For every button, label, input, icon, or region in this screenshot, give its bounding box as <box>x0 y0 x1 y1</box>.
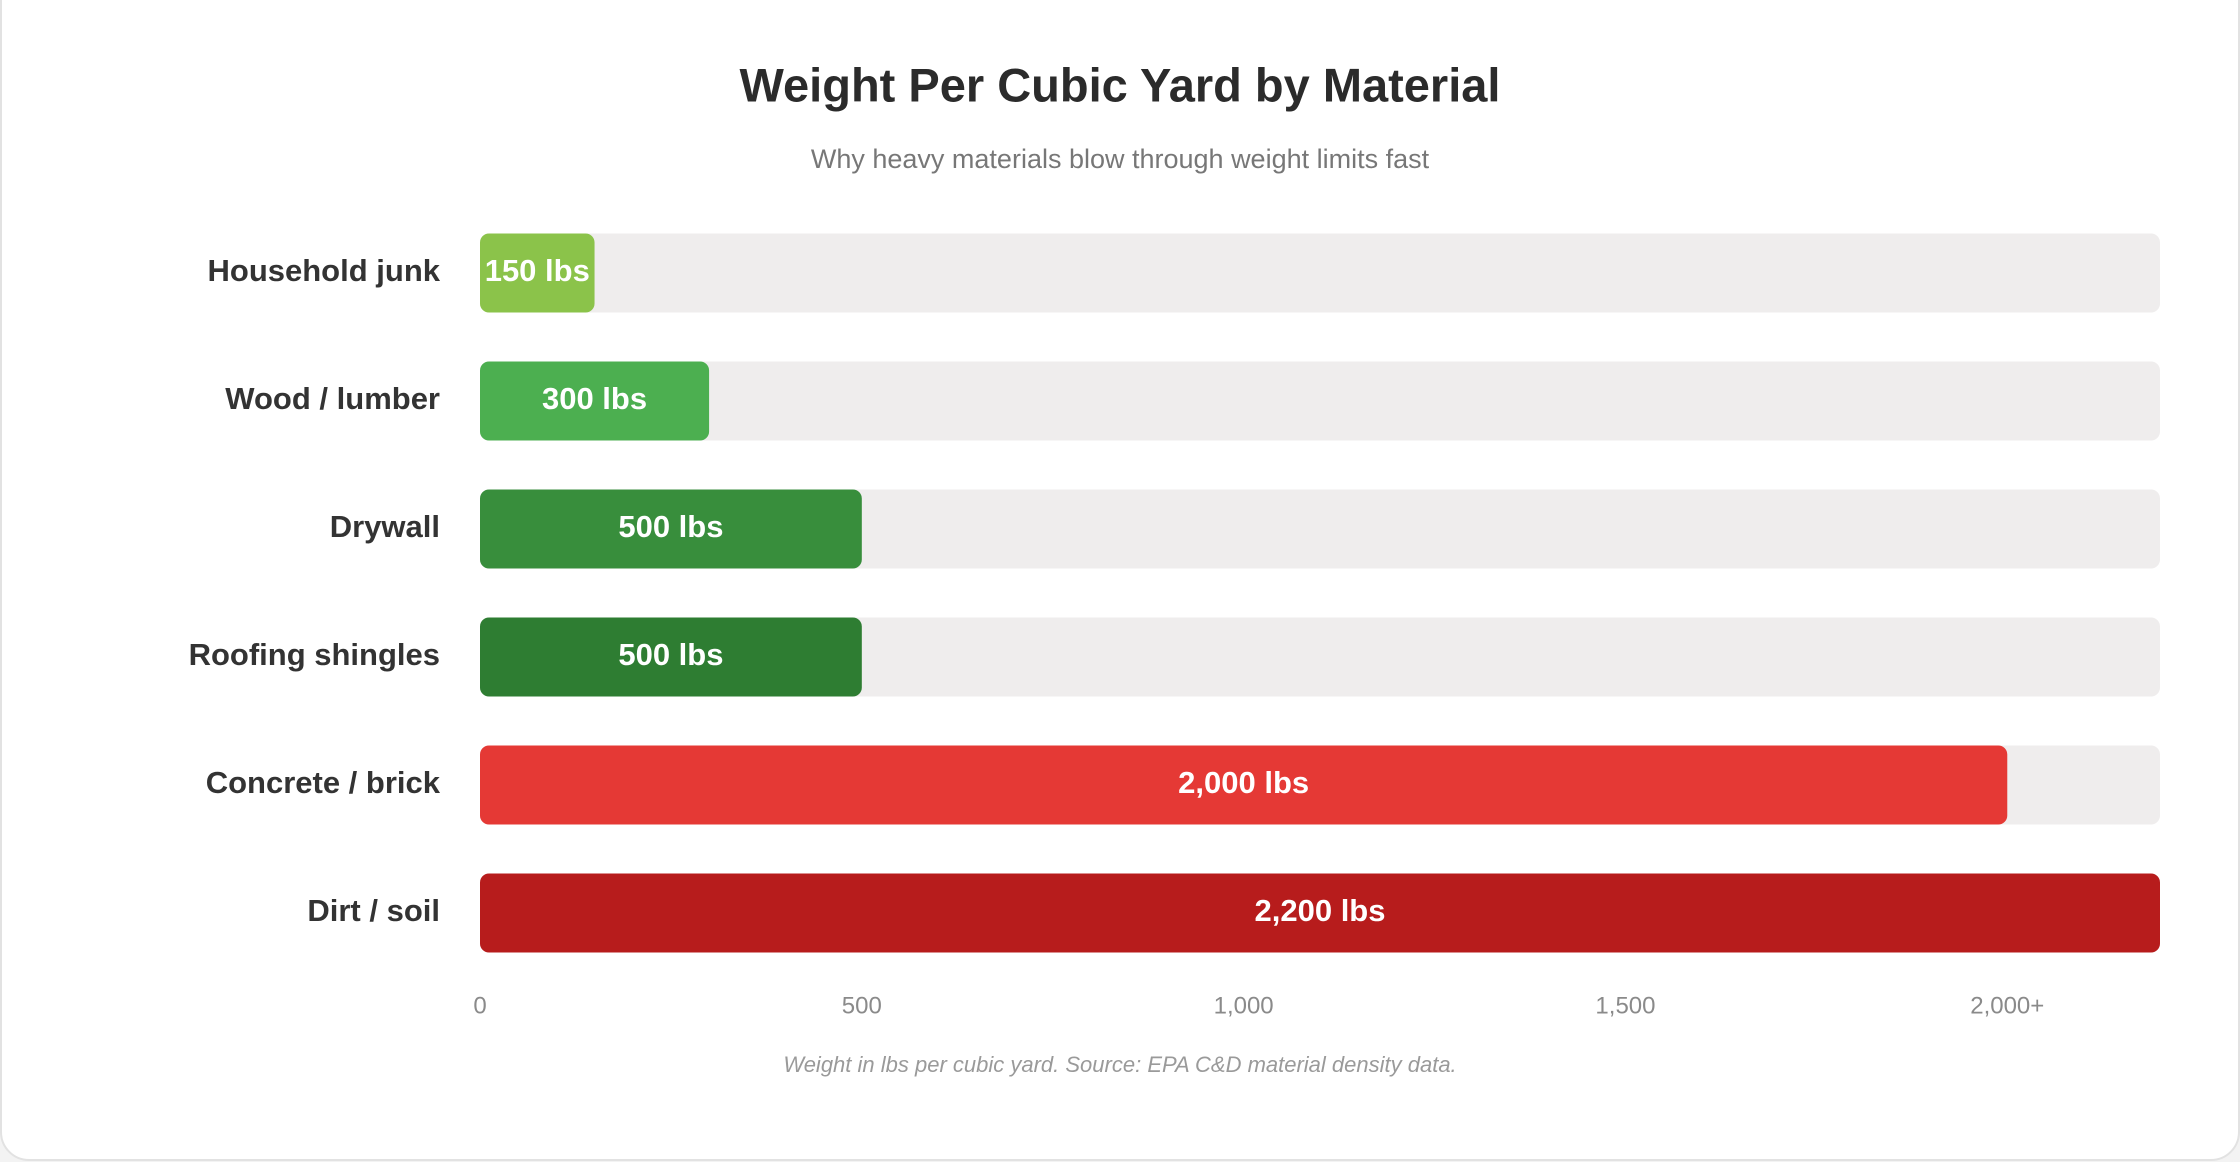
value-label: 2,000 lbs <box>1178 765 1309 800</box>
chart-subtitle: Why heavy materials blow through weight … <box>811 144 1430 174</box>
footnote: Weight in lbs per cubic yard. Source: EP… <box>783 1052 1456 1077</box>
category-label: Roofing shingles <box>189 637 440 672</box>
bar <box>480 489 862 569</box>
category-label: Drywall <box>330 509 440 544</box>
value-label: 300 lbs <box>542 381 647 416</box>
bar-track <box>480 233 2160 313</box>
bar <box>480 233 595 313</box>
category-label: Concrete / brick <box>206 765 441 800</box>
x-tick-label: 500 <box>842 992 882 1019</box>
bar <box>480 361 710 441</box>
bar-track <box>480 617 2160 697</box>
category-label: Wood / lumber <box>225 381 440 416</box>
bar-track <box>480 489 2160 569</box>
x-tick-label: 1,000 <box>1214 992 1274 1019</box>
x-tick-label: 2,000+ <box>1970 992 2044 1019</box>
chart-title: Weight Per Cubic Yard by Material <box>740 58 1501 111</box>
x-tick-label: 0 <box>473 992 486 1019</box>
x-tick-label: 1,500 <box>1595 992 1655 1019</box>
bar <box>480 873 2160 953</box>
value-label: 150 lbs <box>485 253 590 288</box>
value-label: 500 lbs <box>618 637 723 672</box>
value-label: 2,200 lbs <box>1255 893 1386 928</box>
bar <box>480 617 862 697</box>
bar <box>480 745 2008 825</box>
category-label: Dirt / soil <box>307 893 440 928</box>
bar-track <box>480 361 2160 441</box>
category-label: Household junk <box>208 253 441 288</box>
value-label: 500 lbs <box>618 509 723 544</box>
